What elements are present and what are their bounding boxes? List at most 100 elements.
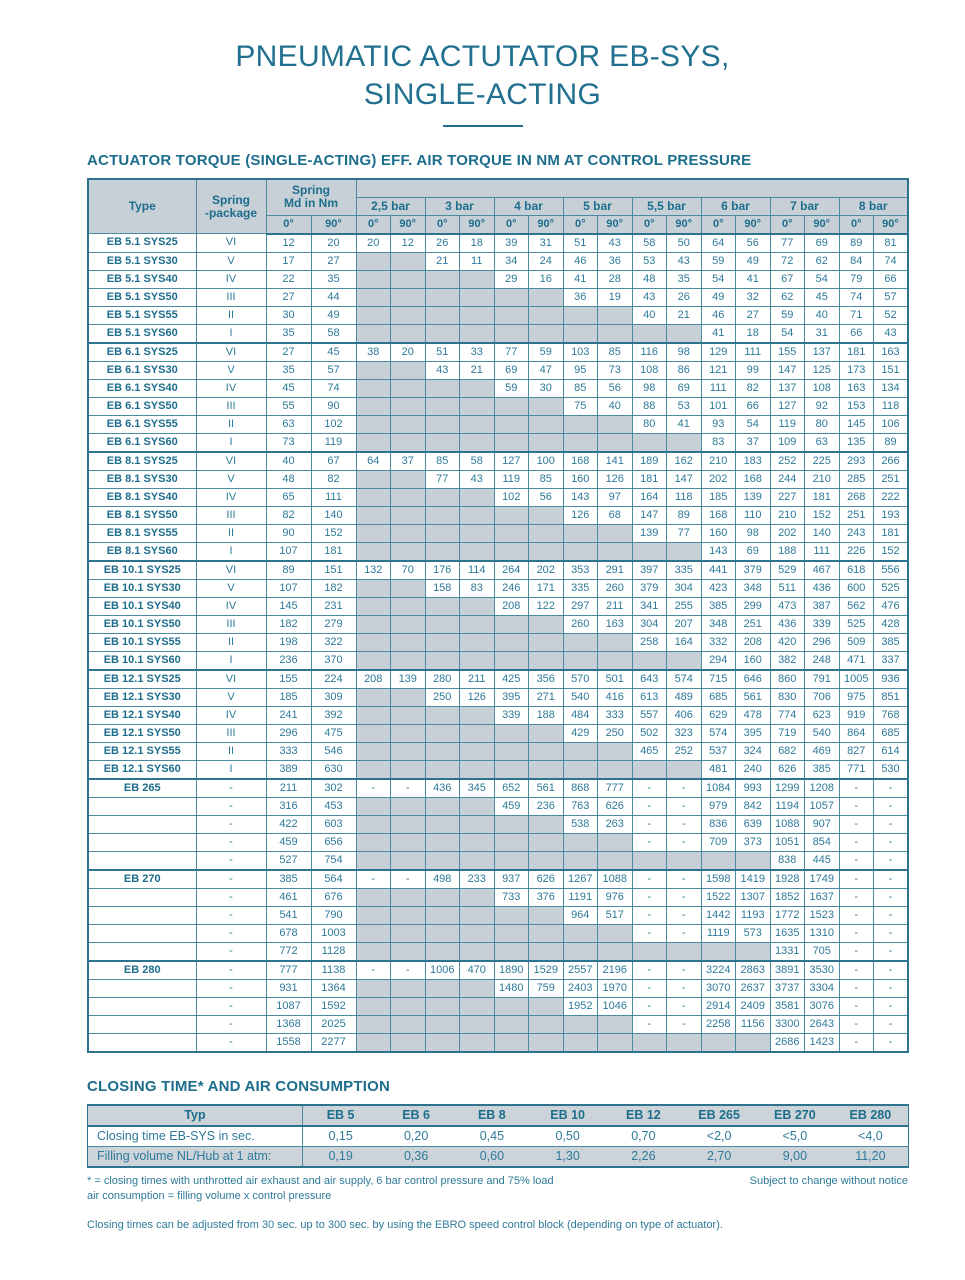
dash-cell: - xyxy=(873,1032,909,1052)
pressure-column-header: 4 bar xyxy=(493,196,564,216)
angle-0-header: 0° xyxy=(700,214,736,235)
torque-value-cell: 59 xyxy=(769,305,805,325)
empty-shaded-cell xyxy=(700,850,736,870)
type-cell: EB 8.1 SYS55 xyxy=(87,523,197,543)
torque-value-cell: 1191 xyxy=(562,887,598,907)
torque-row: EB 265-211 302- -436 345 652 561 868 777- -1084 9… xyxy=(87,777,909,798)
torque-value-cell: 3530 xyxy=(804,959,840,980)
torque-row: EB 10.1 SYS25 VI 89 151 132 70 176 114 264 202 353… xyxy=(87,559,909,580)
type-cell xyxy=(87,941,197,961)
spring-torque-cell: 316 xyxy=(265,796,312,816)
empty-shaded-cell xyxy=(390,269,426,289)
torque-value-cell: 268 xyxy=(838,487,874,507)
torque-value-cell: 59 xyxy=(700,251,736,271)
torque-value-cell: 489 xyxy=(666,687,702,707)
spring-torque-cell: 296 xyxy=(265,723,312,743)
dash-cell: - xyxy=(838,941,874,961)
empty-shaded-cell xyxy=(355,505,391,525)
torque-value-cell: 164 xyxy=(631,487,667,507)
torque-value-cell: 1088 xyxy=(597,868,633,889)
torque-value-cell: 54 xyxy=(769,323,805,343)
closing-value-cell: <2,0 xyxy=(681,1125,757,1146)
torque-value-cell: 47 xyxy=(528,360,564,380)
torque-value-cell: 37 xyxy=(390,450,426,471)
torque-value-cell: 478 xyxy=(735,705,771,725)
torque-value-cell: 111 xyxy=(700,378,736,398)
torque-value-cell: 74 xyxy=(838,287,874,307)
closing-value-cell: 9,00 xyxy=(757,1145,833,1167)
torque-value-cell: 1267 xyxy=(562,868,598,889)
torque-value-cell: 69 xyxy=(735,541,771,561)
dash-cell: - xyxy=(666,1014,702,1034)
empty-shaded-cell xyxy=(666,323,702,343)
spring-torque-cell: 1138 xyxy=(310,959,357,980)
torque-value-cell: 416 xyxy=(597,687,633,707)
empty-shaded-cell xyxy=(424,269,460,289)
empty-shaded-cell xyxy=(424,323,460,343)
torque-value-cell: 30 xyxy=(528,378,564,398)
torque-value-cell: 324 xyxy=(735,741,771,761)
dash-cell: - xyxy=(631,887,667,907)
type-cell xyxy=(87,850,197,870)
empty-shaded-cell xyxy=(390,923,426,943)
torque-value-cell: 211 xyxy=(459,668,495,689)
torque-value-cell: 280 xyxy=(424,668,460,689)
torque-value-cell: 181 xyxy=(631,469,667,489)
torque-value-cell: 1299 xyxy=(769,777,805,798)
empty-shaded-cell xyxy=(390,432,426,452)
empty-shaded-cell xyxy=(459,378,495,398)
spring-torque-cell: 185 xyxy=(265,687,312,707)
type-cell: EB 5.1 SYS40 xyxy=(87,269,197,289)
spring-torque-cell: 107 xyxy=(265,541,312,561)
torque-value-cell: 3224 xyxy=(700,959,736,980)
angle-0-header: 0° xyxy=(493,214,529,235)
empty-shaded-cell xyxy=(390,469,426,489)
empty-shaded-cell xyxy=(390,614,426,634)
dash-cell: - xyxy=(666,978,702,998)
spring-torque-cell: 45 xyxy=(310,341,357,362)
dash-cell: - xyxy=(666,868,702,889)
torque-row: EB 8.1 SYS60 I 107 181 143 69 188 111 226 152 xyxy=(87,541,909,561)
torque-value-cell: 356 xyxy=(528,668,564,689)
spring-torque-cell: 1558 xyxy=(265,1032,312,1052)
empty-shaded-cell xyxy=(493,323,529,343)
torque-value-cell: 43 xyxy=(631,287,667,307)
spring-torque-cell: 119 xyxy=(310,432,357,452)
torque-value-cell: 85 xyxy=(562,378,598,398)
torque-value-cell: 382 xyxy=(769,650,805,670)
torque-row: EB 8.1 SYS30 V 48 82 77 43 119 85 160 126 181 147 20… xyxy=(87,469,909,489)
spring-torque-cell: 224 xyxy=(310,668,357,689)
empty-shaded-cell xyxy=(666,850,702,870)
torque-value-cell: 137 xyxy=(769,378,805,398)
torque-value-cell: 139 xyxy=(735,487,771,507)
torque-value-cell: 501 xyxy=(597,668,633,689)
spring-torque-cell: 333 xyxy=(265,741,312,761)
empty-shaded-cell xyxy=(355,632,391,652)
torque-value-cell: 830 xyxy=(769,687,805,707)
empty-shaded-cell xyxy=(424,759,460,779)
torque-value-cell: 1005 xyxy=(838,668,874,689)
empty-shaded-cell xyxy=(562,759,598,779)
type-cell: EB 280 xyxy=(87,959,197,980)
torque-value-cell: 188 xyxy=(769,541,805,561)
torque-value-cell: 155 xyxy=(769,341,805,362)
torque-value-cell: 304 xyxy=(631,614,667,634)
torque-header-row-3: 0° 90° 0° 90° 0° 90° 0° 90° 0° 90° 0° 90° 0° 90° 0° 90°… xyxy=(88,214,909,235)
torque-value-cell: 1084 xyxy=(700,777,736,798)
torque-value-cell: 243 xyxy=(838,523,874,543)
torque-value-cell: 1310 xyxy=(804,923,840,943)
torque-value-cell: 202 xyxy=(769,523,805,543)
torque-value-cell: 339 xyxy=(804,614,840,634)
torque-value-cell: 73 xyxy=(597,360,633,380)
torque-value-cell: 791 xyxy=(804,668,840,689)
torque-value-cell: 682 xyxy=(769,741,805,761)
empty-shaded-cell xyxy=(597,323,633,343)
content-area: ACTUATOR TORQUE (SINGLE-ACTING) EFF. AIR… xyxy=(87,152,909,1233)
footnote-air-consumption: air consumption = filling volume x contr… xyxy=(87,1189,332,1202)
spring-package-cell: IV xyxy=(195,378,267,398)
dash-cell: - xyxy=(873,905,909,925)
dash-cell: - xyxy=(873,1014,909,1034)
spring-package-cell: I xyxy=(195,650,267,670)
torque-value-cell: 574 xyxy=(666,668,702,689)
empty-shaded-cell xyxy=(631,650,667,670)
